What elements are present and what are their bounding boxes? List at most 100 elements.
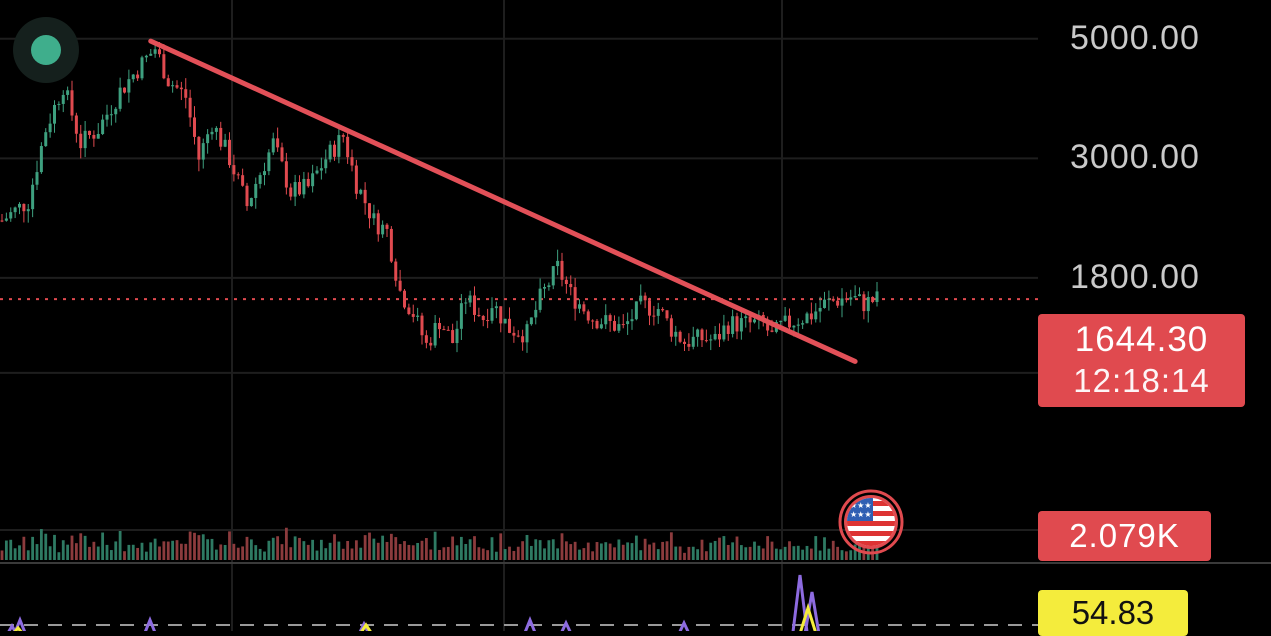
volume-bar bbox=[118, 530, 122, 560]
volume-bar bbox=[319, 539, 323, 560]
volume-bar bbox=[783, 546, 787, 560]
trendline[interactable] bbox=[148, 38, 858, 364]
candle-body bbox=[219, 127, 223, 147]
candle-body bbox=[604, 315, 608, 325]
volume-bar bbox=[700, 539, 704, 560]
volume-bar bbox=[499, 533, 503, 560]
candle-body bbox=[669, 318, 673, 337]
candle-body bbox=[9, 212, 13, 219]
volume-bar bbox=[114, 541, 118, 560]
volume-bar bbox=[788, 541, 791, 560]
volume-bar bbox=[626, 542, 630, 560]
volume-bar bbox=[582, 548, 586, 560]
volume-bar bbox=[206, 539, 210, 560]
candle-body bbox=[678, 331, 682, 342]
candle-countdown: 12:18:14 bbox=[1073, 362, 1210, 399]
volume-bar bbox=[578, 549, 581, 560]
candle-body bbox=[311, 173, 315, 187]
candle-body bbox=[131, 74, 135, 80]
candle-body bbox=[363, 189, 367, 204]
volume-bar bbox=[608, 543, 612, 560]
candle-body bbox=[687, 343, 691, 347]
volume-bar bbox=[678, 546, 682, 560]
candle-body bbox=[389, 228, 393, 262]
green-dot-icon[interactable] bbox=[13, 17, 79, 83]
candle-body bbox=[254, 183, 258, 198]
volume-bar bbox=[473, 536, 476, 560]
candle-body bbox=[617, 324, 621, 331]
volume-bar bbox=[79, 533, 83, 560]
candle-body bbox=[306, 178, 310, 187]
volume-bar bbox=[0, 550, 4, 560]
volume-bar bbox=[634, 535, 638, 560]
volume-bar bbox=[70, 535, 74, 560]
candle-body bbox=[459, 303, 463, 329]
volume-bar bbox=[534, 539, 538, 560]
candle-body bbox=[368, 203, 371, 219]
volume-bar bbox=[477, 547, 481, 560]
volume-bar bbox=[61, 540, 65, 560]
candle-body bbox=[578, 304, 581, 309]
volume-bar bbox=[468, 539, 472, 560]
volume-bar bbox=[346, 540, 350, 560]
candle-body bbox=[109, 114, 113, 116]
volume-bar bbox=[302, 541, 306, 560]
candle-body bbox=[871, 296, 875, 303]
candle-body bbox=[193, 117, 196, 137]
candle-body bbox=[508, 318, 511, 333]
candle-body bbox=[171, 85, 175, 87]
volume-bar bbox=[809, 548, 813, 560]
volume-bar bbox=[543, 548, 546, 560]
candle-body bbox=[293, 182, 297, 197]
volume-bar bbox=[350, 548, 354, 560]
candle-body bbox=[582, 304, 586, 312]
candle-body bbox=[875, 291, 879, 303]
volume-bar bbox=[538, 540, 542, 560]
candle-body bbox=[866, 296, 870, 312]
candle-body bbox=[359, 189, 363, 194]
candle-body bbox=[319, 168, 323, 171]
candle-body bbox=[232, 165, 236, 175]
candle-body bbox=[333, 144, 336, 157]
candle-body bbox=[656, 309, 660, 316]
volume-bar bbox=[101, 532, 105, 560]
candle-body bbox=[241, 175, 245, 186]
us-flag-icon[interactable]: ★★★ ★★★ bbox=[838, 489, 908, 555]
candle-body bbox=[792, 325, 796, 328]
volume-bar bbox=[359, 547, 363, 560]
candle-body bbox=[608, 315, 612, 321]
volume-bar bbox=[761, 548, 765, 560]
svg-text:★★★: ★★★ bbox=[850, 510, 872, 519]
candle-body bbox=[446, 329, 450, 331]
candle-body bbox=[512, 332, 516, 336]
candle-body bbox=[88, 130, 91, 135]
candle-body bbox=[709, 339, 713, 341]
volume-bar bbox=[529, 545, 533, 560]
volume-bar bbox=[726, 544, 730, 560]
candle-body bbox=[766, 321, 770, 331]
volume-bar bbox=[376, 542, 380, 560]
volume-bar bbox=[179, 543, 183, 560]
volume-bar bbox=[280, 544, 284, 560]
trendline-layer[interactable] bbox=[148, 38, 858, 364]
volume-bar bbox=[451, 536, 455, 560]
volume-bar bbox=[656, 549, 660, 560]
candle-body bbox=[13, 207, 17, 213]
candle-body bbox=[788, 315, 791, 328]
volume-bar bbox=[661, 541, 665, 560]
volume-bar bbox=[315, 550, 319, 560]
candle-body bbox=[44, 132, 48, 147]
volume-bar bbox=[53, 534, 56, 560]
volume-bar bbox=[669, 532, 673, 560]
candle-body bbox=[844, 298, 848, 300]
candle-body bbox=[162, 54, 166, 79]
volume-bar bbox=[140, 542, 144, 560]
volume-bar bbox=[66, 544, 70, 560]
volume-bar bbox=[709, 542, 713, 560]
candle-body bbox=[652, 315, 656, 317]
candle-body bbox=[722, 325, 726, 340]
volume-bar bbox=[739, 545, 743, 560]
candle-body bbox=[499, 306, 503, 324]
volume-bar bbox=[731, 542, 735, 560]
